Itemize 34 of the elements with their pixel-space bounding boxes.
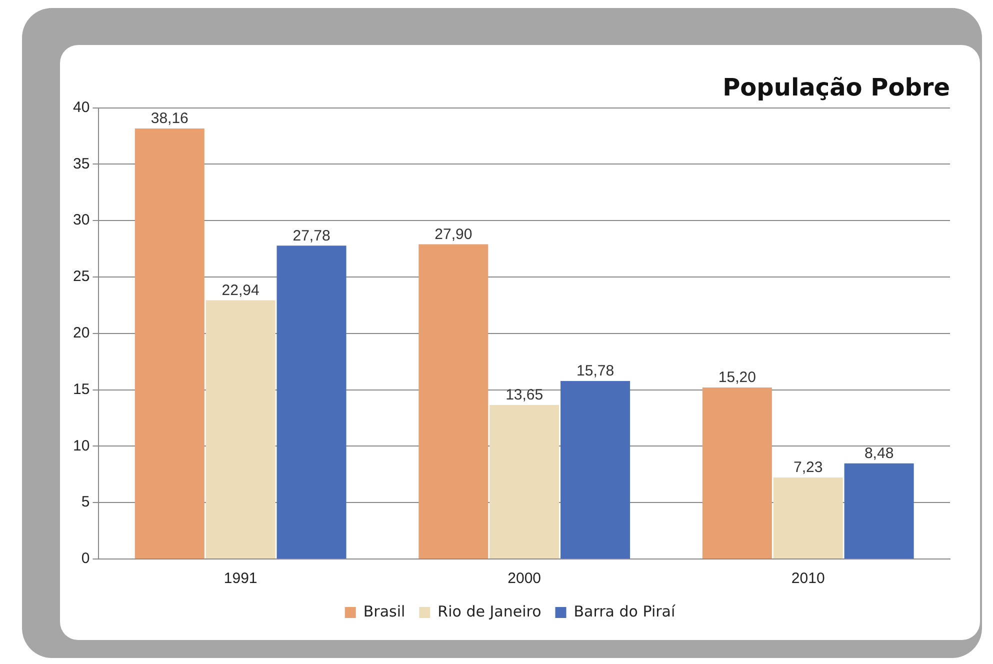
bar xyxy=(773,477,843,558)
bar xyxy=(702,388,772,558)
x-tick-label: 1991 xyxy=(224,570,258,588)
legend-label: Brasil xyxy=(363,602,406,620)
legend-label: Rio de Janeiro xyxy=(438,602,542,620)
y-tick-label: 25 xyxy=(72,268,90,286)
y-tick-label: 0 xyxy=(81,550,90,568)
bar xyxy=(134,128,204,558)
x-tick-label: 2000 xyxy=(508,570,542,588)
bar xyxy=(418,244,488,558)
y-tick-label: 10 xyxy=(72,437,90,454)
y-tick-label: 35 xyxy=(72,155,90,172)
legend-label: Barra do Piraí xyxy=(574,602,676,620)
data-label: 7,23 xyxy=(794,459,823,476)
data-label: 13,65 xyxy=(506,386,544,404)
data-label: 38,16 xyxy=(150,110,188,128)
y-tick-label: 40 xyxy=(72,98,90,116)
data-label: 22,94 xyxy=(222,282,260,299)
data-label: 15,78 xyxy=(576,362,614,380)
data-label: 27,90 xyxy=(434,226,472,243)
bar xyxy=(844,463,914,558)
y-tick-label: 15 xyxy=(72,380,90,398)
chart-title: População Pobre xyxy=(722,74,950,102)
bar xyxy=(206,300,276,558)
bar xyxy=(276,246,346,558)
data-label: 27,78 xyxy=(292,227,330,244)
y-tick-label: 5 xyxy=(81,494,90,511)
data-label: 8,48 xyxy=(864,444,894,462)
bar xyxy=(490,405,560,558)
y-tick-label: 30 xyxy=(72,212,90,229)
x-tick-label: 2010 xyxy=(791,570,825,588)
y-tick-label: 20 xyxy=(72,324,90,342)
data-label: 15,20 xyxy=(718,369,756,386)
bar xyxy=(560,381,630,558)
